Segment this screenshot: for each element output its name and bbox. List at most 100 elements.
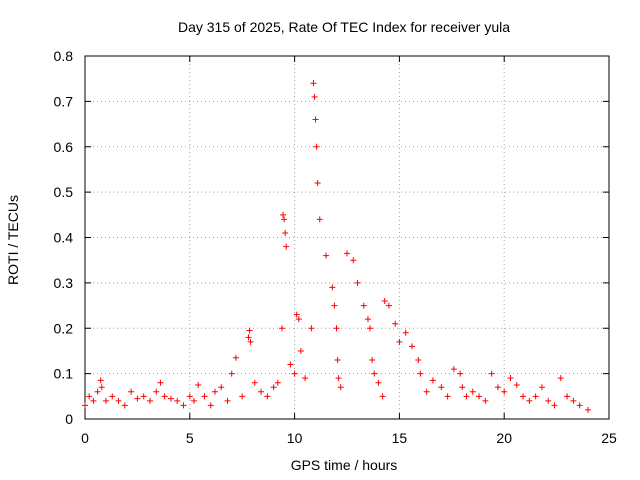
data-point [94,388,101,395]
grid [85,56,609,419]
data-point [585,406,592,413]
data-point [86,393,93,400]
data-point [415,357,422,364]
data-point [281,216,288,223]
data-point [311,93,318,100]
data-point [329,284,336,291]
data-point [186,393,193,400]
data-point [82,402,88,409]
y-tick-label: 0 [65,411,73,427]
data-point [354,279,361,286]
axis-ticks: 0 5 10 15 20 25 0 0.1 0.2 0.3 0.4 0.5 0.6 0.7 0.8 [54,48,617,446]
data-point [109,393,116,400]
data-point [264,393,271,400]
data-point [157,379,164,386]
y-tick-label: 0.8 [54,48,74,64]
data-point [293,311,300,318]
y-tick-label: 0.1 [54,366,74,382]
data-point [488,370,495,377]
chart-title: Day 315 of 2025, Rate Of TEC Index for r… [178,19,510,35]
data-point [161,393,168,400]
data-point [476,393,483,400]
data-points [82,80,592,413]
data-point [291,370,298,377]
data-point [302,375,309,382]
data-point [207,402,214,409]
data-point [457,370,464,377]
data-point [287,361,294,368]
data-point [369,357,376,364]
data-point [538,384,545,391]
data-point [402,329,409,336]
y-tick-label: 0.7 [54,93,74,109]
data-point [146,397,153,404]
data-point [310,80,317,87]
data-point [463,393,470,400]
data-point [153,388,160,395]
data-point [180,402,187,409]
data-point [438,384,445,391]
data-point [429,377,436,384]
data-point [297,347,304,354]
data-point [545,397,552,404]
data-point [274,379,281,386]
data-point [283,243,290,250]
data-point [295,316,302,323]
data-point [364,316,371,323]
data-point [564,393,571,400]
data-point [381,298,388,305]
x-tick-label: 15 [392,430,408,446]
series-0 [82,80,592,413]
data-point [337,384,344,391]
y-tick-label: 0.2 [54,320,74,336]
plot-frame [84,55,610,420]
data-point [279,325,286,332]
x-tick-label: 5 [186,430,194,446]
data-point [482,397,489,404]
data-point [174,397,181,404]
data-point [385,302,392,309]
data-point [121,402,128,409]
data-point [115,397,122,404]
data-point [371,370,378,377]
data-point [312,116,319,123]
data-point [576,402,583,409]
data-point [90,397,97,404]
data-point [98,384,105,391]
data-point [570,397,577,404]
data-point [218,384,225,391]
data-point [246,327,253,334]
data-point [444,393,451,400]
x-tick-label: 10 [287,430,303,446]
data-point [308,325,315,332]
data-point [450,366,457,373]
data-point [379,393,386,400]
x-tick-label: 25 [601,430,617,446]
data-point [167,395,174,402]
data-point [314,180,321,187]
data-point [334,357,341,364]
y-tick-label: 0.6 [54,139,74,155]
y-tick-label: 0.3 [54,275,74,291]
data-point [102,397,109,404]
data-point [245,334,252,341]
data-point [134,395,141,402]
data-point [331,302,338,309]
data-point [360,302,367,309]
data-point [459,384,466,391]
data-point [335,375,342,382]
data-point [392,320,399,327]
data-point [247,338,254,345]
data-point [551,402,558,409]
data-point [323,252,330,259]
data-point [195,381,202,388]
data-point [532,393,539,400]
plot-border [84,55,610,420]
data-point [501,388,508,395]
data-point [282,229,289,236]
data-point [375,379,382,386]
y-tick-label: 0.5 [54,184,74,200]
data-point [258,388,265,395]
y-tick-label: 0.4 [54,230,74,246]
data-point [228,370,235,377]
